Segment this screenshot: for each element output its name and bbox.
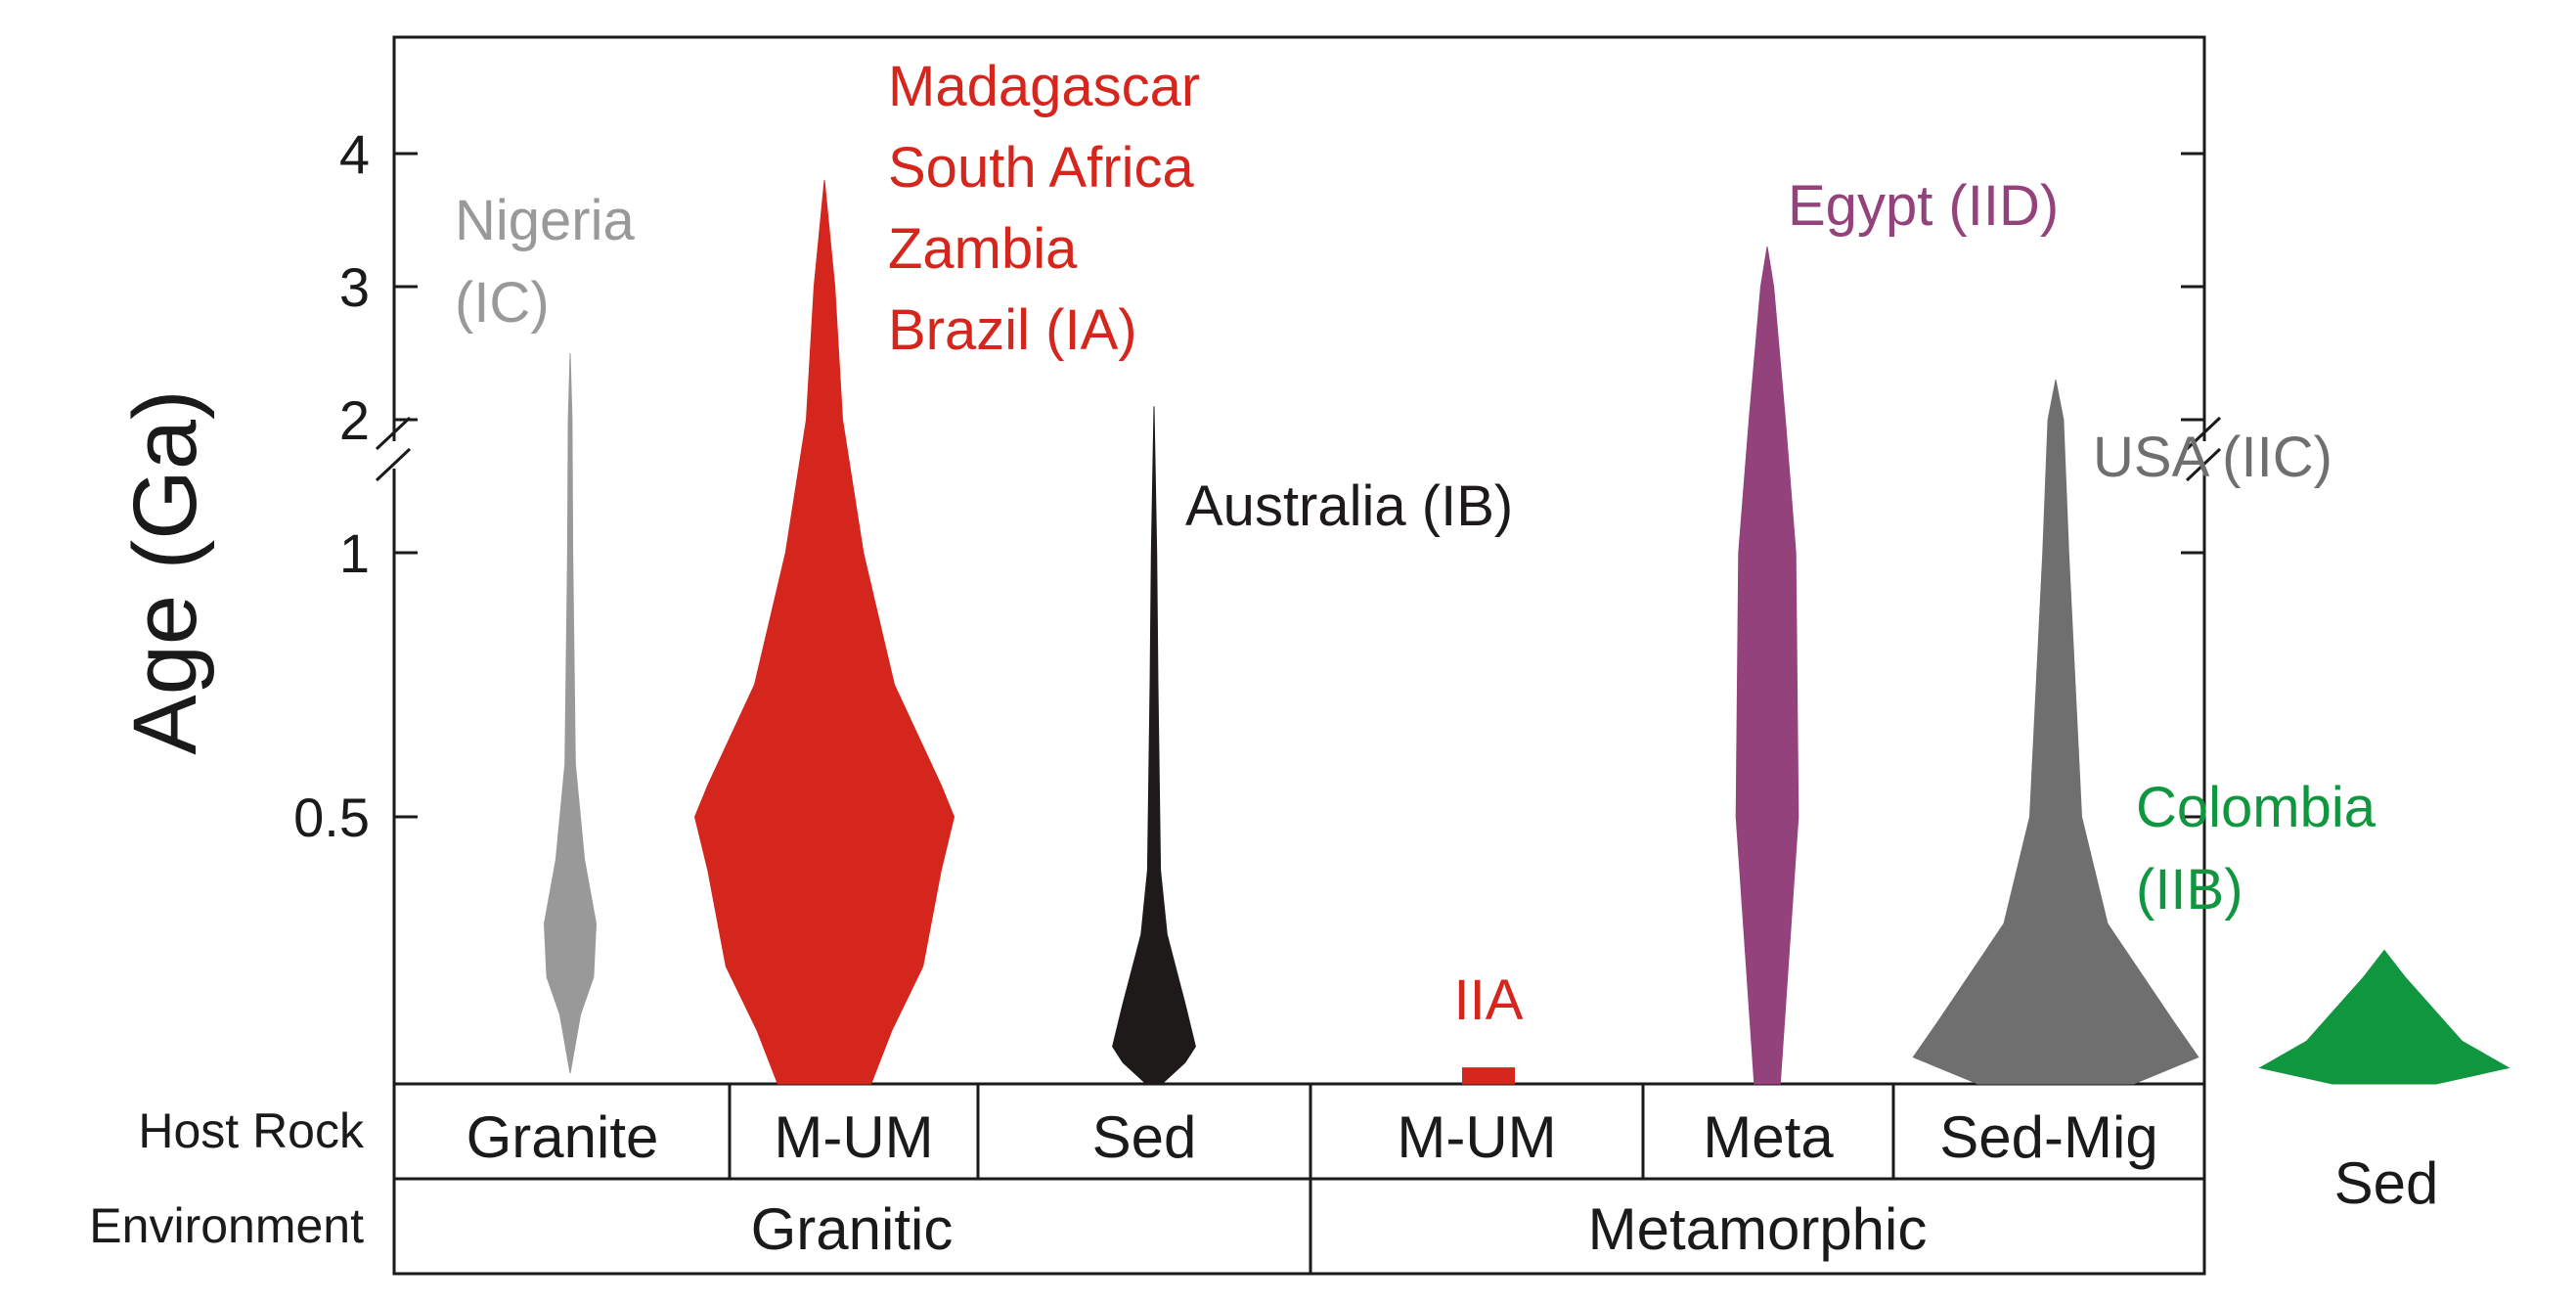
chart-frame [392, 35, 2206, 1276]
violin-7 [2258, 949, 2510, 1085]
environment-row-title: Environment [89, 1198, 364, 1253]
plot-border [392, 35, 2206, 1276]
series-label: Madagascar [888, 55, 1200, 118]
axis-break-mark [2185, 416, 2222, 451]
host-rock-table: Granite M-UM Sed M-UM Meta Sed-Mig Sed Granitic… [89, 1084, 2438, 1274]
host-rock-label: M-UM [1397, 1104, 1556, 1170]
axis-break-mark [375, 416, 412, 451]
violin-5 [1735, 247, 1799, 1085]
host-rock-label: Sed-Mig [1939, 1104, 2157, 1170]
host-rock-label: Granite [466, 1104, 659, 1170]
series-label: Australia (IB) [1185, 474, 1513, 538]
series-label: Egypt (IID) [1788, 174, 2059, 238]
series-label: (IC) [455, 271, 550, 335]
y-tick-label: 0.5 [293, 787, 370, 848]
host-rock-row-title: Host Rock [138, 1103, 365, 1158]
host-rock-label: Sed [2334, 1150, 2439, 1216]
axis-break-mark [2185, 447, 2222, 482]
series-label: Colombia [2136, 776, 2376, 839]
series-labels: Nigeria (IC) Madagascar South Africa Zambia B… [455, 55, 2376, 1032]
y-tick-label: 2 [339, 389, 370, 451]
series-label: Zambia [888, 217, 1078, 281]
host-rock-label: Meta [1703, 1104, 1834, 1170]
host-rock-label: M-UM [774, 1104, 933, 1170]
series-label: South Africa [888, 136, 1194, 200]
y-tick-label: 1 [339, 522, 370, 584]
violin-4 [1462, 1067, 1515, 1085]
y-axis: 0.5 1 2 3 4 Age (Ga) [115, 123, 2222, 848]
violin-1 [543, 352, 598, 1074]
violin-2 [693, 180, 955, 1085]
y-axis-title: Age (Ga) [115, 389, 215, 754]
environment-label: Granitic [751, 1196, 954, 1262]
violin-6 [1912, 380, 2199, 1085]
series-label: IIA [1454, 968, 1524, 1032]
series-label: Nigeria [455, 189, 635, 252]
y-tick-label: 4 [339, 123, 370, 185]
environment-label: Metamorphic [1588, 1196, 1928, 1262]
violin-3 [1112, 406, 1196, 1085]
violins [543, 180, 2510, 1085]
axis-break-mark [375, 447, 412, 482]
host-rock-label: Sed [1092, 1104, 1197, 1170]
series-label: USA (IIC) [2093, 426, 2332, 489]
y-tick-label: 3 [339, 256, 370, 318]
series-label: Brazil (IA) [888, 298, 1137, 362]
series-label: (IIB) [2136, 858, 2243, 922]
